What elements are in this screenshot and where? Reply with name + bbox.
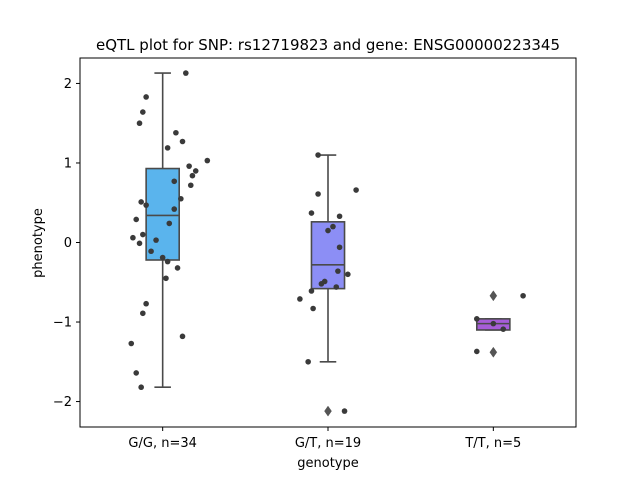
data-point [305,358,311,365]
data-point [171,178,178,185]
x-tick-label: G/T, n=19 [295,436,361,451]
data-point [143,202,149,208]
data-point [138,384,144,391]
data-point [192,168,199,174]
data-point [490,320,497,327]
outlier-marker [489,346,498,358]
y-tick-label: 1 [64,156,72,171]
data-point [178,195,184,202]
x-axis: G/G, n=34 G/T, n=19 T/T, n=5 [128,427,521,451]
data-point [164,258,171,265]
data-point [133,370,140,376]
data-point [140,231,146,238]
data-point [174,265,181,271]
data-point [189,172,196,179]
x-axis-label: genotype [297,456,358,471]
data-point [159,254,166,261]
data-point [143,94,149,100]
y-tick-label: −1 [53,316,72,331]
data-point [474,348,480,355]
box-group [297,152,359,417]
data-point [136,120,143,127]
data-point [335,268,341,274]
data-point [171,206,178,212]
data-point [136,240,143,247]
data-point [163,275,169,282]
data-point [187,182,194,189]
data-point [500,326,507,332]
data-point [308,210,315,216]
data-point [186,163,192,169]
data-point [179,138,186,145]
outlier-marker [489,290,498,302]
data-point [183,70,189,76]
data-point [353,187,359,193]
data-point [318,281,325,287]
data-point [325,227,331,234]
data-point [140,310,146,317]
chart-title: eQTL plot for SNP: rs12719823 and gene: … [96,36,560,54]
data-point [173,129,179,136]
y-axis-label: phenotype [31,208,46,278]
data-point [133,216,140,223]
data-point [341,408,348,414]
data-point [520,292,526,299]
data-point [315,191,321,197]
data-point [138,199,144,205]
y-tick-label: 2 [64,77,72,92]
data-point [315,152,321,158]
data-point [143,300,149,307]
data-point [345,271,351,278]
y-tick-label: −2 [53,395,72,410]
data-point [140,109,146,115]
box-group [474,290,526,358]
data-point [310,305,316,312]
outlier-marker [324,405,332,417]
data-point [336,213,343,220]
data-point [166,220,173,227]
x-tick-label: T/T, n=5 [464,436,521,451]
data-point [336,244,343,251]
data-point [330,223,336,230]
data-point [179,333,186,340]
x-tick-label: G/G, n=34 [128,436,196,451]
y-axis: −2 −1 0 1 2 [53,77,80,410]
data-point [333,284,340,290]
data-point [474,316,480,322]
data-point [308,288,315,294]
data-point [204,157,211,164]
data-point [130,234,136,241]
data-point [128,340,135,347]
data-point [153,237,159,243]
data-point [297,296,303,302]
y-tick-label: 0 [64,236,72,251]
data-point [148,248,154,255]
data-point [164,145,171,151]
box-group [128,70,211,391]
